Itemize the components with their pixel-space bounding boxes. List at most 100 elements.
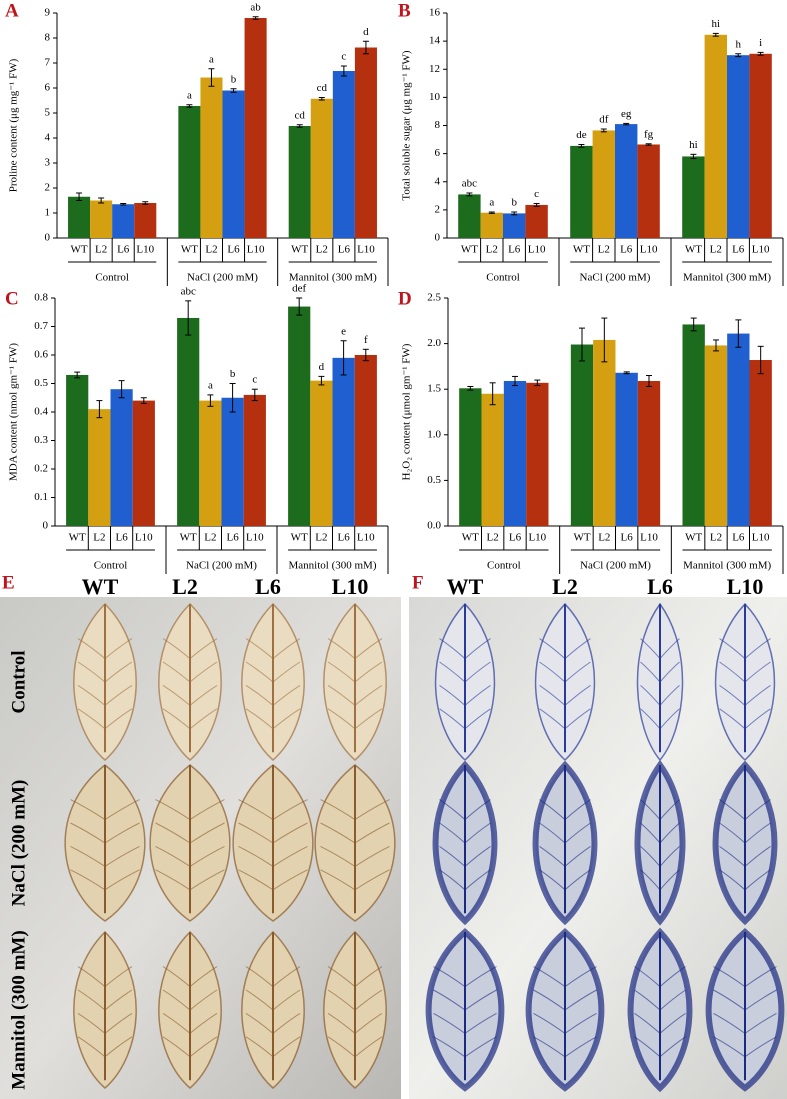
bar-label: L6: [620, 244, 633, 256]
bar: [243, 394, 266, 526]
bar-label: WT: [573, 244, 590, 256]
bar-label: L6: [337, 532, 350, 544]
leaf-vein: [539, 845, 591, 867]
bar-label: WT: [573, 532, 590, 544]
error-bar: [735, 319, 742, 348]
significance-letter: fg: [644, 128, 654, 140]
leaf-vein: [439, 661, 491, 683]
error-bar: [340, 340, 347, 376]
significance-letter: de: [576, 129, 587, 141]
leaf-vein: [533, 966, 597, 988]
bar-label: L2: [598, 244, 610, 256]
leaf-vein: [162, 1012, 218, 1034]
error-bar: [296, 124, 303, 128]
bar-label: WT: [180, 532, 197, 544]
bar: [112, 204, 135, 238]
significance-letter: abc: [181, 285, 196, 297]
bar: [749, 53, 772, 238]
bar: [682, 156, 705, 238]
leaf-vein: [439, 799, 491, 820]
bar-label: L10: [752, 244, 770, 256]
leaf-vein: [634, 966, 686, 987]
significance-letter: df: [599, 114, 609, 126]
leaf-vein: [327, 638, 383, 659]
bar: [481, 393, 504, 526]
leaf-vein: [713, 1012, 777, 1034]
leaf-vein: [77, 661, 133, 683]
leaf-vein: [162, 684, 218, 706]
leaf-vein: [439, 638, 491, 659]
leaf-vein: [719, 708, 771, 730]
error-bar: [512, 375, 518, 387]
leaf-vein: [155, 845, 225, 867]
error-bar: [735, 53, 742, 58]
group-label: Control: [95, 272, 129, 284]
y-tick-label: 4: [45, 132, 51, 144]
leaf-vein: [539, 684, 591, 706]
error-bar: [511, 211, 518, 216]
bar: [178, 106, 201, 238]
significance-letter: eg: [621, 108, 632, 120]
bar: [525, 204, 548, 238]
leaf-vein: [245, 1012, 301, 1034]
error-bar: [488, 211, 495, 214]
leaf-vein: [640, 822, 680, 844]
bar-label: WT: [181, 244, 198, 256]
leaf-vein: [634, 989, 686, 1011]
leaf-vein: [320, 869, 390, 891]
leaf-vein: [719, 661, 771, 683]
leaf-vein: [539, 661, 591, 683]
group-label: Mannitol (300 mM): [289, 272, 377, 284]
leaf-vein: [713, 989, 777, 1011]
bar-label: L2: [487, 532, 499, 544]
bar: [749, 360, 772, 526]
bar-label: L6: [732, 244, 745, 256]
y-tick-label: 0: [45, 232, 51, 244]
leaf-vein: [245, 966, 301, 987]
leaf-vein: [320, 845, 390, 867]
leaf-vein: [238, 845, 308, 867]
leaf-vein: [719, 845, 771, 867]
bar: [134, 203, 157, 238]
y-tick-label: 12: [429, 63, 440, 75]
leaf-vein: [245, 661, 301, 683]
group-label: NaCl (200 mM): [580, 272, 651, 284]
bar-label: L6: [508, 244, 521, 256]
leaf-vein: [320, 822, 390, 844]
group-label: NaCl (200 mM): [187, 272, 258, 284]
leaf-vein: [640, 685, 680, 706]
error-bar: [98, 197, 105, 204]
y-tick-label: 0.0: [427, 520, 441, 532]
leaf-vein: [327, 966, 383, 987]
bar-label: WT: [462, 532, 479, 544]
bar-label: L10: [136, 244, 154, 256]
leaf-vein: [70, 845, 140, 867]
bar-label: L6: [732, 532, 745, 544]
error-bar: [623, 371, 630, 375]
error-bar: [252, 16, 259, 20]
error-bar: [230, 88, 237, 93]
bar: [199, 400, 222, 526]
column-label: L6: [255, 574, 281, 599]
bar: [593, 339, 616, 526]
bar-label: L6: [227, 244, 240, 256]
bar-label: L10: [357, 532, 375, 544]
group-label: NaCl (200 mM): [580, 560, 651, 572]
significance-letter: e: [341, 325, 346, 337]
error-bar: [690, 153, 697, 160]
error-bar: [362, 40, 369, 55]
y-tick-label: 5: [45, 107, 51, 119]
leaf-vein: [245, 989, 301, 1011]
y-tick-label: 0: [435, 232, 441, 244]
bar-label: L10: [247, 244, 265, 256]
bar: [288, 306, 311, 526]
leaf-vein: [439, 708, 491, 730]
panel-label: F: [412, 572, 424, 593]
error-bar: [362, 348, 369, 362]
significance-letter: b: [230, 368, 236, 380]
group-label: Control: [94, 560, 128, 572]
significance-letter: i: [759, 37, 762, 49]
leaf-vein: [162, 1036, 218, 1058]
significance-letter: d: [363, 26, 369, 38]
leaf-vein: [539, 822, 591, 844]
